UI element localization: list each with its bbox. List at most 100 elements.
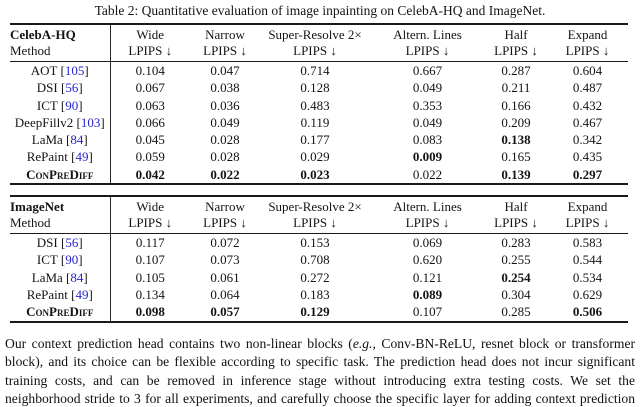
dataset-name: ImageNet	[10, 199, 65, 215]
column-header: Wide LPIPS ↓	[110, 24, 190, 62]
citation-link[interactable]: 90	[65, 252, 79, 268]
column-header: Expand LPIPS ↓	[547, 196, 628, 235]
value-cell: 0.049	[412, 80, 443, 96]
citation-link[interactable]: 49	[75, 149, 89, 165]
column-metric: LPIPS ↓	[494, 215, 538, 231]
value-cell: 0.534	[572, 269, 603, 285]
method-label: Method	[10, 43, 51, 58]
header-row: ImageNet Method Wide LPIPS ↓ Narrow LPIPS ↓ Su…	[10, 196, 628, 235]
value-cell: 0.285	[501, 304, 531, 320]
method-name: ICT	[36, 97, 58, 113]
value-cell: 0.183	[300, 286, 330, 302]
table-row: LaMa [84] 0.105 0.061 0.272 0.121 0.254 0.534	[10, 268, 628, 286]
value-cell: 0.089	[412, 286, 443, 302]
column-header-method: CelebA-HQ Method	[10, 24, 111, 62]
value-cell: 0.583	[572, 235, 603, 251]
table-row: RePaint [49] 0.134 0.064 0.183 0.089 0.304 0.6…	[10, 285, 628, 304]
paragraph-text: , Conv-BN-ReLU, resnet block or transfor…	[5, 335, 636, 407]
column-metric: LPIPS ↓	[293, 43, 337, 58]
value-cell: 0.047	[210, 63, 240, 78]
value-cell: 0.254	[501, 269, 531, 285]
column-metric: LPIPS ↓	[293, 215, 337, 231]
table-row: ICT [90] 0.063 0.036 0.483 0.353 0.166 0.432	[10, 96, 628, 114]
column-title: Wide	[136, 199, 165, 215]
value-cell: 0.139	[501, 166, 531, 182]
table-row: AOT [105] 0.104 0.047 0.714 0.667 0.287 0.604	[10, 61, 628, 80]
column-title: Expand	[567, 27, 608, 42]
table-caption: Table 2: Quantitative evaluation of imag…	[0, 0, 640, 19]
value-cell: 0.165	[501, 149, 531, 165]
value-cell: 0.028	[210, 149, 240, 165]
value-cell: 0.211	[501, 80, 531, 96]
citation-link[interactable]: 90	[65, 97, 79, 113]
value-cell: 0.255	[501, 252, 531, 268]
citation-link[interactable]: 105	[64, 63, 85, 78]
value-cell: 0.073	[210, 252, 240, 268]
column-header: Narrow LPIPS ↓	[190, 24, 260, 62]
column-title: Altern. Lines	[393, 199, 462, 215]
method-name: RePaint	[26, 149, 68, 165]
value-cell: 0.064	[210, 286, 240, 302]
method-cell: DeepFillv2 [103]	[10, 113, 111, 132]
value-cell: 0.708	[300, 252, 330, 268]
column-header: Altern. Lines LPIPS ↓	[370, 196, 485, 235]
column-metric: LPIPS ↓	[128, 215, 173, 231]
column-title: Narrow	[205, 27, 245, 42]
value-cell: 0.714	[300, 63, 330, 78]
table-row: ICT [90] 0.107 0.073 0.708 0.620 0.255 0.544	[10, 251, 628, 269]
value-cell: 0.121	[412, 269, 443, 285]
column-title: Narrow	[205, 199, 245, 215]
value-cell: 0.483	[300, 97, 330, 113]
value-cell: 0.069	[412, 235, 443, 251]
column-header: Super-Resolve 2× LPIPS ↓	[260, 24, 370, 62]
citation-link[interactable]: 103	[80, 114, 101, 130]
method-cell: DSI [56]	[10, 79, 111, 97]
method-cell: LaMa [84]	[10, 131, 111, 149]
value-cell: 0.287	[501, 63, 531, 78]
value-cell: 0.072	[210, 235, 240, 251]
citation-link[interactable]: 56	[65, 235, 79, 251]
column-header: Altern. Lines LPIPS ↓	[370, 24, 485, 62]
citation-link[interactable]: 84	[70, 132, 84, 148]
value-cell: 0.432	[572, 97, 603, 113]
method-cell: ConPreDiff	[10, 303, 111, 322]
value-cell: 0.177	[300, 132, 330, 148]
column-title: Half	[504, 199, 528, 215]
column-title: Super-Resolve 2×	[268, 27, 362, 42]
citation-link[interactable]: 49	[75, 286, 89, 302]
citation-link[interactable]: 84	[70, 269, 84, 285]
method-name: ICT	[36, 252, 58, 268]
column-metric: LPIPS ↓	[565, 215, 610, 231]
table-row: DSI [56] 0.067 0.038 0.128 0.049 0.211 0.487	[10, 79, 628, 97]
value-cell: 0.297	[572, 166, 603, 182]
column-title: Expand	[567, 199, 608, 215]
column-header: Super-Resolve 2× LPIPS ↓	[260, 196, 370, 235]
value-cell: 0.045	[135, 132, 165, 148]
imagenet-results-table: ImageNet Method Wide LPIPS ↓ Narrow LPIPS ↓ Su…	[10, 195, 628, 323]
method-name: AOT	[30, 63, 58, 78]
value-cell: 0.066	[135, 114, 165, 130]
column-header: Narrow LPIPS ↓	[190, 196, 260, 235]
column-title: Wide	[136, 27, 165, 42]
value-cell: 0.166	[501, 97, 531, 113]
value-cell: 0.104	[135, 63, 165, 78]
citation-link[interactable]: 56	[65, 80, 79, 96]
method-name: RePaint	[26, 286, 68, 302]
column-metric: LPIPS ↓	[128, 43, 173, 58]
value-cell: 0.105	[135, 269, 165, 285]
method-name: DeepFillv2	[14, 114, 74, 130]
value-cell: 0.435	[572, 149, 603, 165]
value-cell: 0.129	[300, 304, 330, 320]
method-name: DSI	[36, 235, 58, 251]
header-row: CelebA-HQ Method Wide LPIPS ↓ Narrow LPIPS ↓ S…	[10, 24, 628, 62]
dataset-name: CelebA-HQ	[10, 27, 76, 42]
table-row: ConPreDiff 0.042 0.022 0.023 0.022 0.139 0.297	[10, 165, 628, 185]
column-metric: LPIPS ↓	[203, 43, 247, 58]
value-cell: 0.063	[135, 97, 165, 113]
value-cell: 0.283	[501, 235, 531, 251]
body-paragraph: Our context prediction head contains two…	[5, 335, 635, 407]
value-cell: 0.098	[135, 304, 165, 320]
method-cell: DSI [56]	[10, 233, 111, 252]
value-cell: 0.038	[210, 80, 240, 96]
